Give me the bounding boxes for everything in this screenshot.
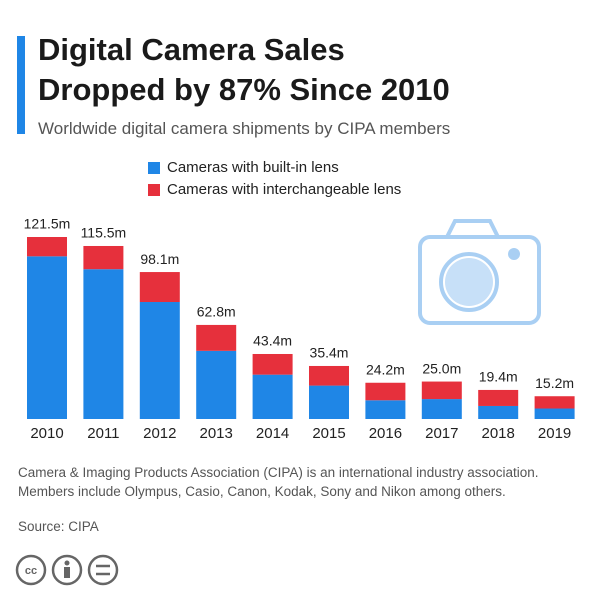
total-label: 15.2m xyxy=(535,375,574,391)
total-label: 35.4m xyxy=(310,345,349,361)
total-label: 121.5m xyxy=(24,216,71,232)
bar-segment xyxy=(27,256,67,419)
bar-segment xyxy=(478,389,519,406)
x-tick-label: 2018 xyxy=(482,425,515,442)
legend-swatch xyxy=(148,184,160,196)
x-tick-label: 2013 xyxy=(200,425,233,442)
x-tick-label: 2019 xyxy=(538,425,571,442)
bar-segment xyxy=(83,269,124,419)
x-tick-label: 2010 xyxy=(30,425,63,442)
note: Camera & Imaging Products Association (C… xyxy=(18,465,539,499)
total-label: 19.4m xyxy=(479,369,518,385)
legend-label: Cameras with interchangeable lens xyxy=(167,181,401,198)
camera-icon xyxy=(418,219,541,325)
legend-swatch xyxy=(148,162,160,174)
bar-segment xyxy=(534,396,575,409)
bar-segment xyxy=(196,324,237,351)
x-tick-label: 2017 xyxy=(425,425,458,442)
total-label: 43.4m xyxy=(253,333,292,349)
bar-segment xyxy=(252,353,293,375)
license-icons: cc xyxy=(15,554,119,586)
bar-segment xyxy=(252,374,293,419)
bar-segment xyxy=(139,302,180,419)
x-tick-label: 2014 xyxy=(256,425,289,442)
bar-segment xyxy=(139,272,180,303)
bar-segment xyxy=(27,237,67,257)
bar-segment xyxy=(309,385,349,419)
subtitle: Worldwide digital camera shipments by CI… xyxy=(38,119,451,138)
bar-segment xyxy=(534,408,575,419)
legend-label: Cameras with built-in lens xyxy=(167,159,339,176)
total-label: 115.5m xyxy=(81,225,127,241)
bar-segment xyxy=(478,405,519,419)
accent-bar xyxy=(17,36,25,134)
title: Digital Camera Sales Dropped by 87% Sinc… xyxy=(38,30,450,110)
total-label: 24.2m xyxy=(366,361,405,377)
total-label: 25.0m xyxy=(422,360,461,376)
bar-segment xyxy=(83,245,124,270)
bar-segment xyxy=(309,365,349,386)
total-label: 98.1m xyxy=(140,251,179,267)
bar-segment xyxy=(421,399,462,419)
source: Source: CIPA xyxy=(18,519,99,534)
x-tick-label: 2016 xyxy=(369,425,402,442)
x-tick-label: 2012 xyxy=(143,425,176,442)
camera-lens xyxy=(445,258,493,306)
x-tick-label: 2015 xyxy=(312,425,345,442)
total-label: 62.8m xyxy=(197,304,236,320)
chart: Cameras with built-in lens Cameras with i… xyxy=(24,159,575,442)
title-line: Dropped by 87% Since 2010 xyxy=(38,72,450,107)
svg-text:cc: cc xyxy=(25,565,37,577)
title-line: Digital Camera Sales xyxy=(38,32,345,67)
bar-segment xyxy=(365,382,406,401)
bar-segment xyxy=(421,381,462,400)
bar-segment xyxy=(196,350,237,419)
x-tick-label: 2011 xyxy=(87,425,119,442)
bar-segment xyxy=(365,400,406,419)
